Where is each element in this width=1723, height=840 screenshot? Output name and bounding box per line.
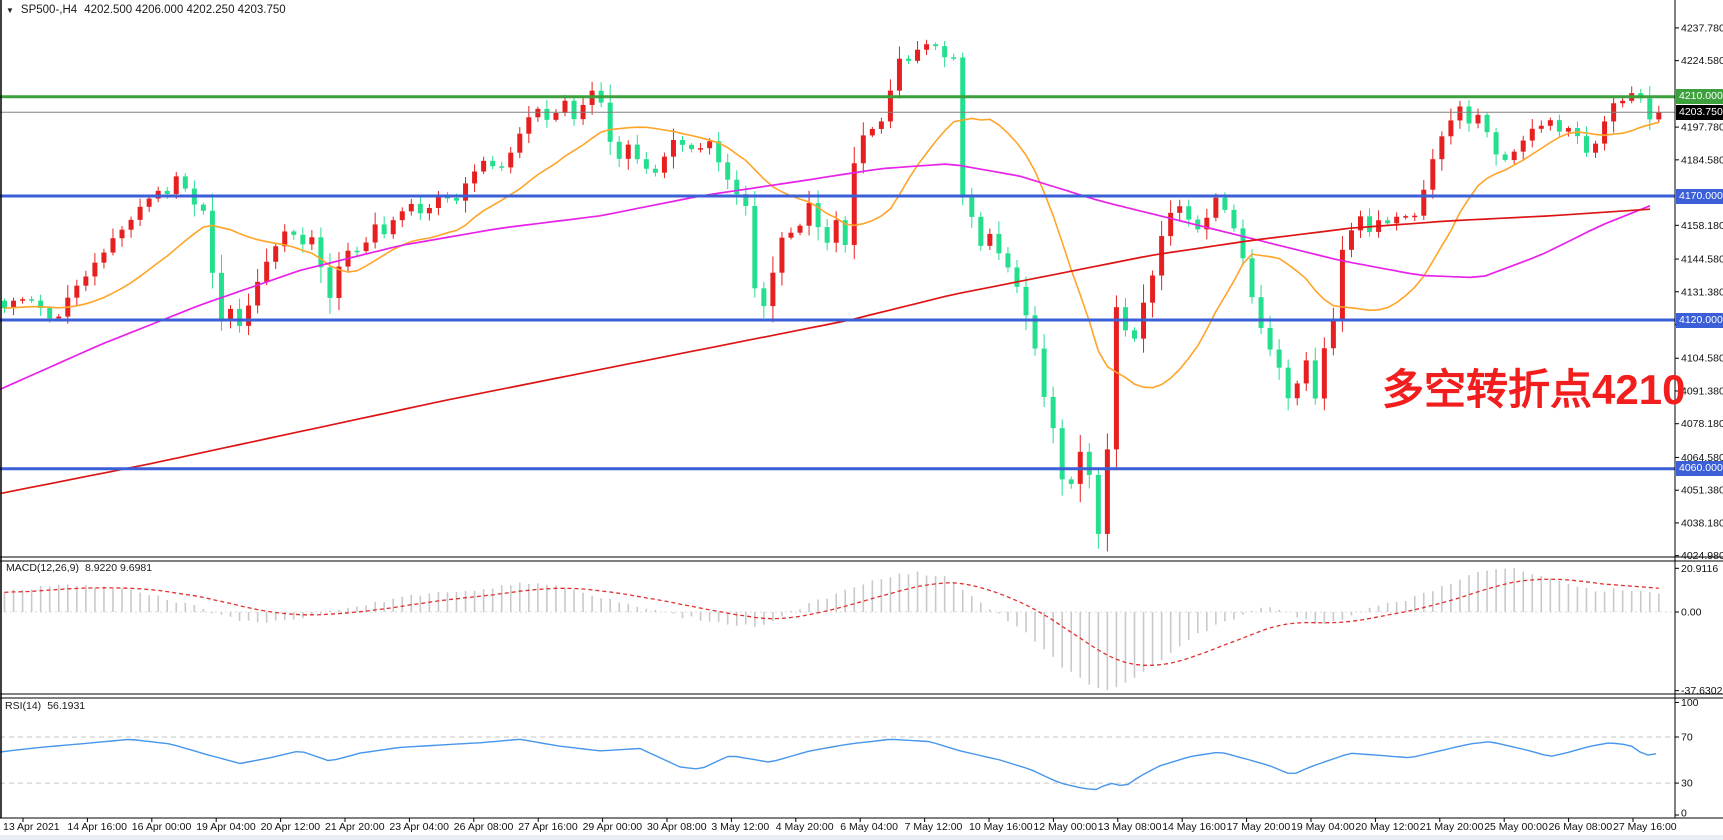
macd-pane-layer (0, 568, 1675, 691)
svg-text:4144.580: 4144.580 (1681, 254, 1723, 266)
ma-mid-magenta-line (0, 163, 1651, 391)
svg-text:13 May 08:00: 13 May 08:00 (1098, 821, 1162, 833)
price-tag-4170: 4170.000 (1676, 188, 1723, 204)
svg-text:27 Apr 16:00: 27 Apr 16:00 (518, 821, 578, 833)
frame-layer (0, 0, 1723, 819)
svg-text:27 May 16:00: 27 May 16:00 (1613, 821, 1677, 833)
svg-text:14 Apr 16:00: 14 Apr 16:00 (67, 821, 127, 833)
svg-text:19 May 04:00: 19 May 04:00 (1291, 821, 1355, 833)
macd-pane-label: MACD(12,26,9) 8.9220 9.6981 (6, 562, 152, 574)
svg-text:30 Apr 08:00: 30 Apr 08:00 (647, 821, 707, 833)
svg-text:29 Apr 00:00: 29 Apr 00:00 (583, 821, 643, 833)
window-bottom-strip (0, 835, 1723, 840)
svg-text:21 May 20:00: 21 May 20:00 (1420, 821, 1484, 833)
axis-labels-layer: 4237.780 4224.580 4197.780 4184.580 4158.180… (3, 22, 1723, 833)
svg-text:0.00: 0.00 (1681, 607, 1702, 619)
svg-text:4237.780: 4237.780 (1681, 22, 1723, 34)
svg-text:70: 70 (1681, 732, 1693, 744)
ma-slow-red-line (0, 208, 1651, 495)
macd-indicator-values: 8.9220 9.6981 (84, 562, 153, 574)
svg-text:19 Apr 04:00: 19 Apr 04:00 (196, 821, 256, 833)
svg-text:4158.180: 4158.180 (1681, 220, 1723, 232)
candles-layer (2, 39, 1662, 552)
moving-averages-layer (0, 117, 1660, 495)
symbol-period-label: SP500-,H4 (20, 4, 78, 16)
svg-text:21 Apr 20:00: 21 Apr 20:00 (325, 821, 385, 833)
svg-text:4024.980: 4024.980 (1681, 550, 1723, 562)
svg-text:20 May 12:00: 20 May 12:00 (1355, 821, 1419, 833)
svg-text:-37.6302: -37.6302 (1681, 685, 1723, 697)
svg-text:26 Apr 08:00: 26 Apr 08:00 (454, 821, 514, 833)
svg-text:20.9116: 20.9116 (1681, 563, 1718, 575)
svg-text:25 May 00:00: 25 May 00:00 (1484, 821, 1548, 833)
rsi-indicator-value: 56.1931 (47, 700, 86, 712)
rsi-line (0, 738, 1657, 791)
macd-signal-line (4, 578, 1659, 666)
svg-text:4224.580: 4224.580 (1681, 55, 1723, 67)
svg-text:7 May 12:00: 7 May 12:00 (905, 821, 963, 833)
price-tag-current-4203: 4203.750 (1676, 104, 1723, 120)
svg-text:26 May 08:00: 26 May 08:00 (1549, 821, 1613, 833)
horizontal-levels-layer (0, 95, 1675, 471)
svg-text:4091.380: 4091.380 (1681, 385, 1723, 397)
svg-text:30: 30 (1681, 778, 1693, 790)
symbol-dropdown-icon[interactable]: ▼ (6, 5, 14, 15)
svg-text:20 Apr 12:00: 20 Apr 12:00 (261, 821, 321, 833)
svg-text:16 Apr 00:00: 16 Apr 00:00 (132, 821, 192, 833)
svg-text:10 May 16:00: 10 May 16:00 (969, 821, 1033, 833)
svg-text:4131.380: 4131.380 (1681, 286, 1723, 298)
svg-text:13 Apr 2021: 13 Apr 2021 (3, 821, 60, 833)
price-tag-4210: 4210.000 (1676, 89, 1723, 105)
ohlc-values: 4202.500 4206.000 4202.250 4203.750 (84, 4, 286, 16)
svg-text:0: 0 (1681, 808, 1687, 820)
svg-text:23 Apr 04:00: 23 Apr 04:00 (389, 821, 449, 833)
rsi-indicator-name: RSI(14) (5, 700, 42, 712)
svg-text:4 May 20:00: 4 May 20:00 (776, 821, 834, 833)
ma-fast-orange-line (4, 117, 1660, 389)
svg-text:4064.580: 4064.580 (1681, 452, 1723, 464)
chart-header: ▼ SP500-,H4 4202.500 4206.000 4202.250 4… (6, 4, 286, 16)
svg-text:14 May 16:00: 14 May 16:00 (1162, 821, 1226, 833)
svg-text:6 May 04:00: 6 May 04:00 (840, 821, 898, 833)
svg-text:4104.580: 4104.580 (1681, 353, 1723, 365)
price-tag-4120: 4120.000 (1676, 312, 1723, 328)
rsi-pane-label: RSI(14) 56.1931 (5, 700, 85, 712)
svg-text:4078.180: 4078.180 (1681, 418, 1723, 430)
chart-annotation-text: 多空转折点4210 (1382, 366, 1686, 413)
macd-indicator-name: MACD(12,26,9) (6, 562, 79, 574)
svg-text:4051.380: 4051.380 (1681, 485, 1723, 497)
svg-text:100: 100 (1681, 697, 1699, 709)
svg-text:3 May 12:00: 3 May 12:00 (711, 821, 769, 833)
svg-text:4197.780: 4197.780 (1681, 122, 1723, 134)
rsi-pane-layer (0, 736, 1675, 791)
price-tag-4060: 4060.000 (1676, 461, 1723, 477)
svg-text:12 May 00:00: 12 May 00:00 (1033, 821, 1097, 833)
svg-text:4038.180: 4038.180 (1681, 517, 1723, 529)
svg-text:17 May 20:00: 17 May 20:00 (1227, 821, 1291, 833)
svg-text:4184.580: 4184.580 (1681, 154, 1723, 166)
